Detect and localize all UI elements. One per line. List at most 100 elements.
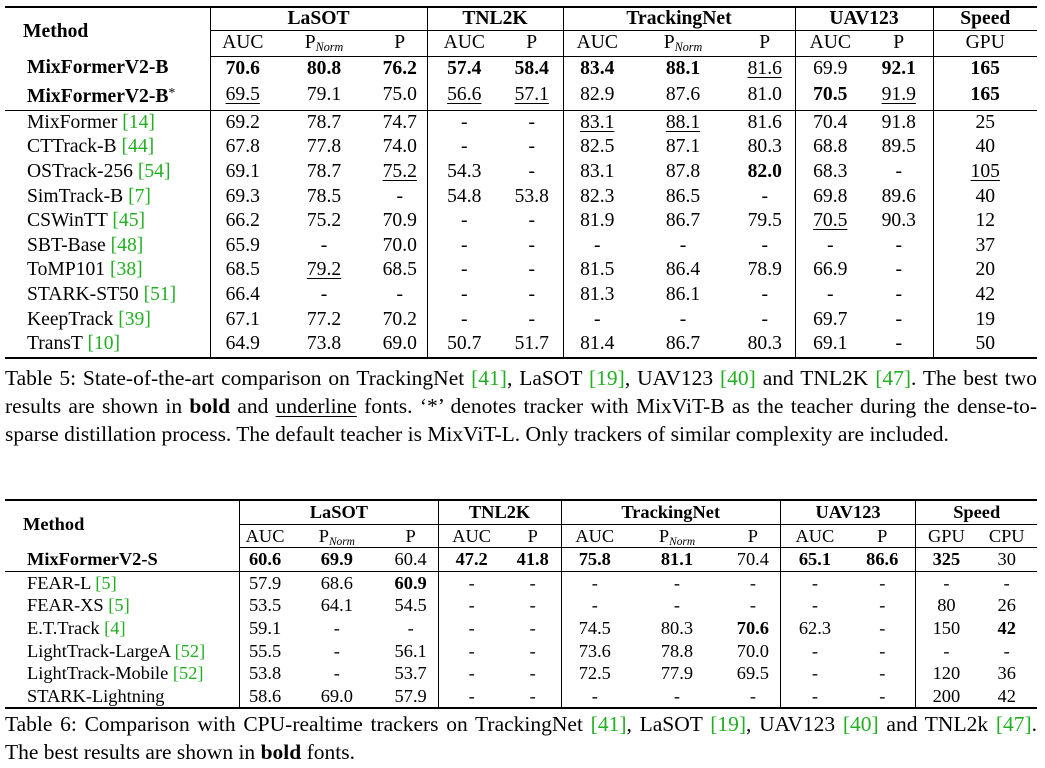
value-cell: 41.8	[504, 547, 562, 572]
value-cell: -	[749, 595, 756, 616]
value-cell: 57.9	[239, 571, 290, 595]
value-cell: -	[794, 233, 865, 259]
value-cell: 86.1	[665, 283, 701, 305]
value-cell: -	[437, 684, 505, 709]
citation-link[interactable]: [38]	[110, 259, 143, 281]
value-cell: -	[437, 662, 505, 685]
value-cell: 75.2	[306, 210, 342, 232]
method-cell: MixFormer [14]	[27, 111, 155, 133]
value-cell: 81.1	[627, 547, 726, 572]
value-cell: -	[779, 594, 850, 617]
value-cell: -	[779, 662, 850, 685]
citation-link[interactable]: [41]	[590, 712, 627, 736]
table-row: SBT-Base [48] 65.9-70.0- - - - - - -37	[5, 233, 1037, 259]
citation-link[interactable]: [52]	[172, 663, 204, 684]
value-cell: 70.5	[794, 209, 865, 234]
value-cell: -	[749, 572, 756, 593]
value-cell: 77.9	[660, 663, 694, 684]
value-cell: -	[761, 234, 769, 256]
value-cell: -	[879, 685, 886, 706]
citation-link[interactable]: [19]	[710, 712, 747, 736]
citation-link[interactable]: [5]	[108, 595, 130, 616]
value-cell: 73.6	[560, 639, 628, 663]
speed-cpu-header: CPU	[976, 524, 1037, 549]
value-cell: -	[895, 308, 903, 330]
value-cell: 55.5	[239, 639, 290, 663]
value-cell: -	[761, 283, 769, 305]
citation-link[interactable]: [48]	[110, 234, 144, 256]
value-cell: -	[915, 571, 977, 595]
value-cell: 47.2	[437, 547, 505, 572]
value-cell: -	[562, 307, 631, 333]
value-cell: 87.6	[631, 81, 735, 111]
method-cell: FEAR-L [5]	[27, 572, 117, 593]
value-cell: 325	[915, 547, 977, 572]
citation-link[interactable]: [54]	[137, 160, 171, 182]
value-cell: -	[562, 233, 631, 259]
value-cell: 58.4	[514, 57, 549, 79]
trackingnet-auc-header: AUC	[562, 30, 631, 57]
value-cell: -	[528, 210, 536, 232]
value-cell: 66.4	[209, 282, 275, 308]
table-row: MixFormerV2-B* 69.5 79.1 75.0 56.6 57.1 82.9 87…	[5, 81, 1037, 111]
value-cell: -	[895, 259, 903, 281]
speed-header: Speed	[932, 7, 1037, 31]
citation-link[interactable]: [5]	[95, 572, 117, 593]
value-cell: 74.0	[382, 136, 417, 158]
value-cell: 20	[932, 258, 1037, 283]
citation-link[interactable]: [44]	[121, 136, 155, 158]
value-cell: 68.5	[382, 259, 417, 281]
method-cell: OSTrack-256 [54]	[27, 160, 171, 182]
citation-link[interactable]: [4]	[104, 617, 126, 638]
value-cell: -	[560, 571, 628, 595]
citation-link[interactable]: [47]	[995, 712, 1032, 736]
table-row: OSTrack-256 [54] 69.1 78.7 75.2 54.3 - 83.1 87.…	[5, 159, 1037, 185]
value-cell: 105	[932, 159, 1037, 185]
value-cell: 40	[932, 135, 1037, 160]
value-cell: 53.8	[514, 185, 549, 207]
value-cell: 89.5	[881, 136, 916, 158]
value-cell: 88.1	[665, 111, 701, 133]
lasot-pnorm-header: PNorm	[275, 30, 373, 57]
value-cell: 59.1	[239, 616, 290, 640]
value-cell: 86.6	[849, 547, 916, 572]
value-cell: 86.7	[665, 210, 701, 232]
value-cell: -	[749, 685, 756, 706]
table-5: Method LaSOT TNL2K TrackingNet UAV123 Sp…	[5, 6, 1037, 359]
citation-link[interactable]: [10]	[87, 333, 121, 355]
citation-link[interactable]: [45]	[112, 210, 146, 232]
citation-link[interactable]: [14]	[122, 111, 155, 133]
method-header: Method	[23, 21, 89, 43]
citation-link[interactable]: [52]	[174, 640, 206, 661]
citation-link[interactable]: [51]	[143, 283, 177, 305]
value-cell: 69.5	[209, 81, 275, 111]
citation-link[interactable]: [39]	[118, 308, 151, 330]
uav123-p-header: P	[849, 524, 916, 549]
value-cell: -	[426, 135, 501, 160]
method-cell: MixFormerV2-B*	[5, 81, 210, 111]
value-cell: -	[426, 282, 501, 308]
citation-link[interactable]: [40]	[842, 712, 879, 736]
value-cell: 70.6	[209, 56, 275, 82]
citation-link[interactable]: [47]	[875, 366, 912, 390]
value-cell: -	[396, 185, 404, 207]
uav123-p-header: P	[865, 30, 933, 57]
value-cell: 26	[997, 595, 1016, 616]
value-cell: -	[437, 639, 505, 663]
value-cell: -	[529, 640, 536, 661]
value-cell: 81.0	[735, 81, 795, 111]
method-cell: LightTrack-LargeA [52]	[27, 640, 206, 661]
citation-link[interactable]: [7]	[128, 185, 151, 207]
value-cell: 82.5	[562, 135, 631, 160]
value-cell: -	[426, 209, 501, 234]
value-cell: 68.8	[794, 135, 865, 160]
citation-link[interactable]: [40]	[720, 366, 756, 390]
citation-link[interactable]: [41]	[471, 366, 507, 390]
table-row: KeepTrack [39] 67.1 77.2 70.2- - - - -69.7-19	[5, 307, 1037, 333]
method-cell: CSWinTT [45]	[27, 210, 146, 232]
value-cell: -	[879, 572, 886, 593]
value-cell: 67.1	[209, 307, 275, 333]
value-cell: 74.5	[560, 616, 628, 640]
method-cell: ToMP101 [38]	[27, 259, 143, 281]
citation-link[interactable]: [19]	[588, 366, 625, 390]
